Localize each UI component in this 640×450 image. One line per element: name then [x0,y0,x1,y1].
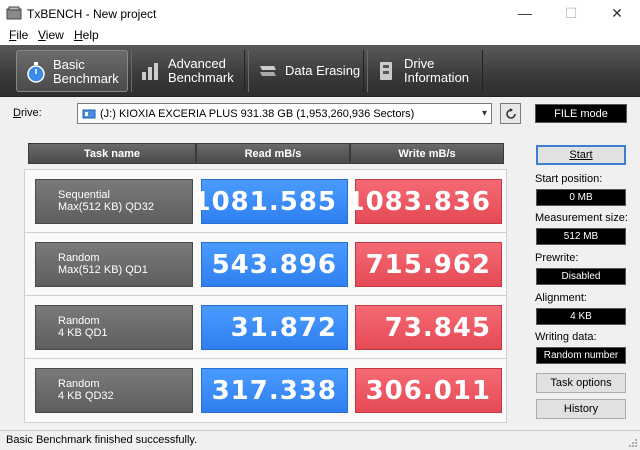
maximize-button[interactable]: ☐ [548,0,594,26]
tab-data-erasing[interactable]: Data Erasing [248,50,364,92]
prewrite-value: Disabled [536,268,626,285]
header-task-name: Task name [28,143,196,164]
write-value: 73.845 [355,305,502,350]
menu-file-mnemonic: F [9,28,17,42]
drive-label: Drive: [13,107,42,119]
measurement-size-value: 512 MB [536,228,626,245]
start-button-label: Start [569,149,593,161]
write-value: 1083.836 [346,179,502,224]
drive-select[interactable]: (J:) KIOXIA EXCERIA PLUS 931.38 GB (1,95… [77,103,492,124]
menu-view[interactable]: View [38,28,64,42]
status-bar: Basic Benchmark finished successfully. [0,430,640,450]
tab-data-erasing-label: Data Erasing [285,63,361,78]
prewrite-label: Prewrite: [535,252,579,264]
task-button-random-512k-qd1[interactable]: Random Max(512 KB) QD1 [35,242,193,287]
read-value: 31.872 [201,305,348,350]
refresh-button[interactable] [500,103,521,124]
close-button[interactable]: ✕ [594,0,640,26]
measurement-size-label: Measurement size: [535,212,628,224]
menu-help-mnemonic: H [74,28,83,42]
task-options-button[interactable]: Task options [536,373,626,393]
minimize-button[interactable]: — [502,0,548,26]
write-value: 306.011 [355,368,502,413]
results-table: Task name Read mB/s Write mB/s Sequentia… [24,143,507,424]
chevron-down-icon: ▾ [481,108,487,119]
drive-info-icon [380,62,392,80]
app-icon [6,6,22,20]
refresh-icon [505,107,516,119]
task-button-sequential-qd32[interactable]: Sequential Max(512 KB) QD32 [35,179,193,224]
stopwatch-icon [27,62,45,83]
read-value: 543.896 [201,242,348,287]
tab-drive-information-label: Drive Information [404,56,470,85]
drive-select-value: (J:) KIOXIA EXCERIA PLUS 931.38 GB (1,95… [100,107,415,120]
usb-drive-icon [82,109,96,118]
drive-label-mnemonic: D [13,107,21,119]
read-value: 1081.585 [192,179,348,224]
window-title: TxBENCH - New project [27,7,157,21]
close-icon: ✕ [611,4,623,21]
tab-drive-information[interactable]: Drive Information [367,50,483,92]
header-read: Read mB/s [196,143,350,164]
history-button[interactable]: History [536,399,626,419]
title-bar: TxBENCH - New project — ☐ ✕ [0,0,640,26]
menu-help-label: elp [82,28,99,42]
menu-bar: File View Help [0,26,640,45]
tab-basic-benchmark[interactable]: Basic Benchmark [16,50,128,92]
task-button-random-4k-qd1[interactable]: Random 4 KB QD1 [35,305,193,350]
tab-advanced-benchmark-label: Advanced Benchmark [168,56,234,85]
menu-help[interactable]: Help [74,28,99,42]
write-value: 715.962 [355,242,502,287]
toolbar: Basic Benchmark Advanced Benchmark Data … [0,45,640,97]
start-position-label: Start position: [535,173,603,185]
start-position-value: 0 MB [536,189,626,206]
bar-chart-icon [142,63,158,80]
start-button[interactable]: Start [536,145,626,165]
menu-file[interactable]: File [9,28,28,42]
writing-data-label: Writing data: [535,331,597,343]
task-button-random-4k-qd32[interactable]: Random 4 KB QD32 [35,368,193,413]
file-mode-badge: FILE mode [535,104,627,123]
menu-view-mnemonic: V [38,28,46,42]
status-text: Basic Benchmark finished successfully. [6,434,198,446]
alignment-label: Alignment: [535,292,587,304]
minimize-icon: — [518,5,532,21]
resize-grip-icon[interactable] [628,438,638,448]
maximize-icon: ☐ [564,4,578,21]
menu-file-label: ile [16,28,29,42]
writing-data-value: Random number [536,347,626,364]
table-row: Random Max(512 KB) QD1 543.896 715.962 [24,232,507,297]
table-row: Random 4 KB QD1 31.872 73.845 [24,295,507,360]
table-row: Sequential Max(512 KB) QD32 1081.585 108… [24,169,507,234]
table-row: Random 4 KB QD32 317.338 306.011 [24,358,507,423]
read-value: 317.338 [201,368,348,413]
header-write: Write mB/s [350,143,504,164]
drive-label-text: rive: [20,107,42,119]
eraser-icon [260,66,276,76]
tab-basic-benchmark-label: Basic Benchmark [53,57,119,86]
alignment-value: 4 KB [536,308,626,325]
tab-advanced-benchmark[interactable]: Advanced Benchmark [131,50,245,92]
menu-view-label: iew [45,28,64,42]
